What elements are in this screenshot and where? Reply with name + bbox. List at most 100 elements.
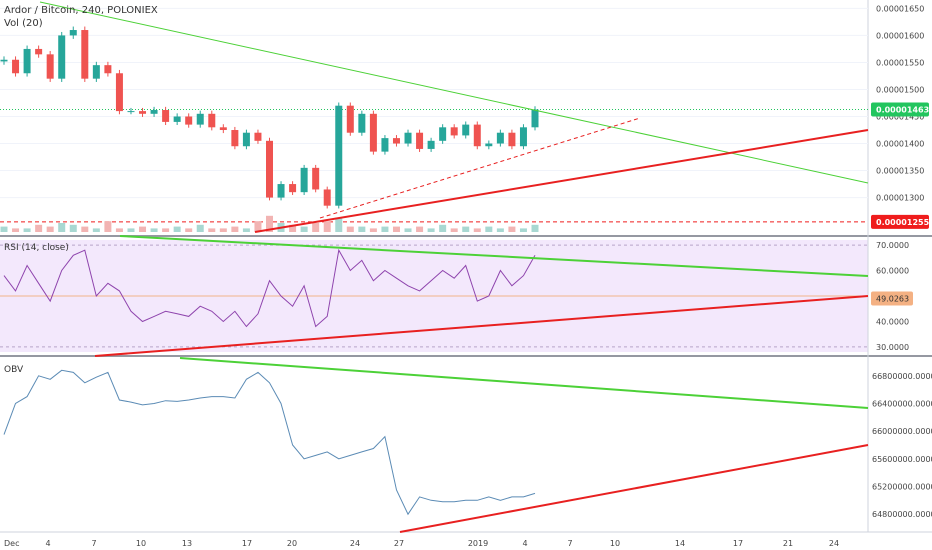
candle-body: [58, 35, 66, 79]
volume-bar: [439, 224, 447, 232]
price-tick-label: 0.00001600: [876, 31, 924, 40]
volume-bar: [162, 228, 170, 232]
volume-bar: [496, 228, 504, 232]
last-price-label: 0.00001463: [876, 105, 929, 114]
volume-bar: [508, 226, 516, 232]
volume-bar: [0, 226, 8, 232]
candle-body: [162, 110, 170, 122]
rsi-tick-label: 30.0000: [876, 343, 909, 352]
rsi-tick-label: 60.0000: [876, 267, 909, 276]
candle-body: [277, 184, 285, 198]
volume-bar: [369, 228, 377, 232]
volume-bar: [127, 228, 135, 232]
candles[interactable]: [0, 26, 539, 209]
volume-bar: [416, 226, 424, 232]
candle-body: [12, 59, 20, 74]
volume-bar: [35, 224, 43, 232]
rsi-layer: [3, 248, 536, 328]
candle-body: [196, 113, 204, 125]
candle-body: [416, 132, 424, 149]
candle-body: [81, 30, 89, 79]
volume-bar: [392, 226, 400, 232]
candle-body: [369, 113, 377, 152]
volume-bar: [473, 228, 481, 232]
candle-body: [496, 132, 504, 144]
rsi-label: RSI (14, close): [4, 243, 69, 253]
price-tick-label: 0.00001400: [876, 140, 924, 149]
x-tick-label: 13: [182, 539, 192, 548]
obv-resistance-trendline[interactable]: [179, 357, 869, 409]
candle-body: [485, 143, 493, 147]
obv-tick-label: 66800000.0000: [872, 372, 932, 381]
volume-bar: [289, 224, 297, 232]
obv-tick-label: 64800000.0000: [872, 510, 932, 519]
candle-body: [115, 73, 123, 112]
rsi-support-trendline[interactable]: [94, 295, 869, 357]
x-tick-label: 7: [91, 539, 96, 548]
volume-bar: [485, 226, 493, 232]
volume-bar: [92, 228, 100, 232]
rsi-line: [3, 248, 536, 328]
candle-body: [208, 113, 216, 128]
x-tick-label: 7: [567, 539, 572, 548]
x-tick-label: 10: [136, 539, 146, 548]
volume-bar: [358, 226, 366, 232]
volume-bar: [519, 228, 527, 232]
candle-body: [127, 111, 135, 113]
obv-tick-label: 65200000.0000: [872, 483, 932, 492]
volume-bar: [531, 224, 539, 232]
candle-body: [462, 124, 470, 136]
candle-body: [69, 30, 77, 36]
volume-bar: [242, 228, 250, 232]
volume-bar: [219, 228, 227, 232]
candle-body: [242, 132, 250, 147]
obv-layer: [3, 369, 536, 516]
price-tick-label: 0.00001450: [876, 113, 924, 122]
volume-bar: [462, 226, 470, 232]
x-tick-label: 4: [522, 539, 527, 548]
price-support-trendline[interactable]: [254, 129, 869, 233]
candle-body: [219, 127, 227, 131]
candle-body: [254, 132, 262, 141]
obv-panel: [0, 360, 868, 532]
candle-body: [404, 132, 412, 144]
obv-tick-label: 66000000.0000: [872, 427, 932, 436]
volume-bar: [139, 226, 147, 232]
volume-bar: [335, 217, 343, 232]
candle-body: [508, 132, 516, 147]
volume-bar: [208, 228, 216, 232]
candle-body: [266, 140, 273, 198]
volume-bar: [196, 224, 204, 232]
price-tick-label: 0.00001550: [876, 58, 924, 67]
trendlines[interactable]: [39, 1, 869, 533]
volume-bar: [46, 226, 54, 232]
candle-body: [46, 54, 54, 79]
candle-body: [104, 65, 112, 74]
x-tick-label: 27: [394, 539, 404, 548]
candle-body: [312, 167, 320, 190]
volume-bar: [58, 223, 66, 232]
candle-body: [23, 48, 31, 74]
last-price-badge: [871, 102, 929, 117]
volume-bar: [104, 221, 112, 232]
candle-body: [173, 116, 181, 122]
candle-body: [427, 140, 435, 149]
volume-bar: [266, 215, 273, 232]
volume-bar: [450, 228, 458, 232]
x-tick-label: 10: [610, 539, 620, 548]
axes: 0.00001650 0.00001600 0.00001550 0.00001500…: [4, 4, 932, 548]
candle-body: [92, 65, 100, 79]
candle-body: [335, 105, 343, 206]
rsi-value-label: 49.0263: [876, 294, 909, 303]
volume-bar: [300, 226, 308, 232]
candle-body: [35, 48, 43, 55]
volume-bar: [23, 228, 31, 232]
obv-support-trendline[interactable]: [399, 444, 869, 533]
support-badge: [871, 214, 929, 229]
volume-bar: [81, 226, 89, 232]
volume-bar: [404, 228, 412, 232]
price-tick-label: 0.00001500: [876, 85, 924, 94]
candle-body: [439, 127, 447, 141]
rsi-resistance-trendline[interactable]: [119, 235, 869, 277]
